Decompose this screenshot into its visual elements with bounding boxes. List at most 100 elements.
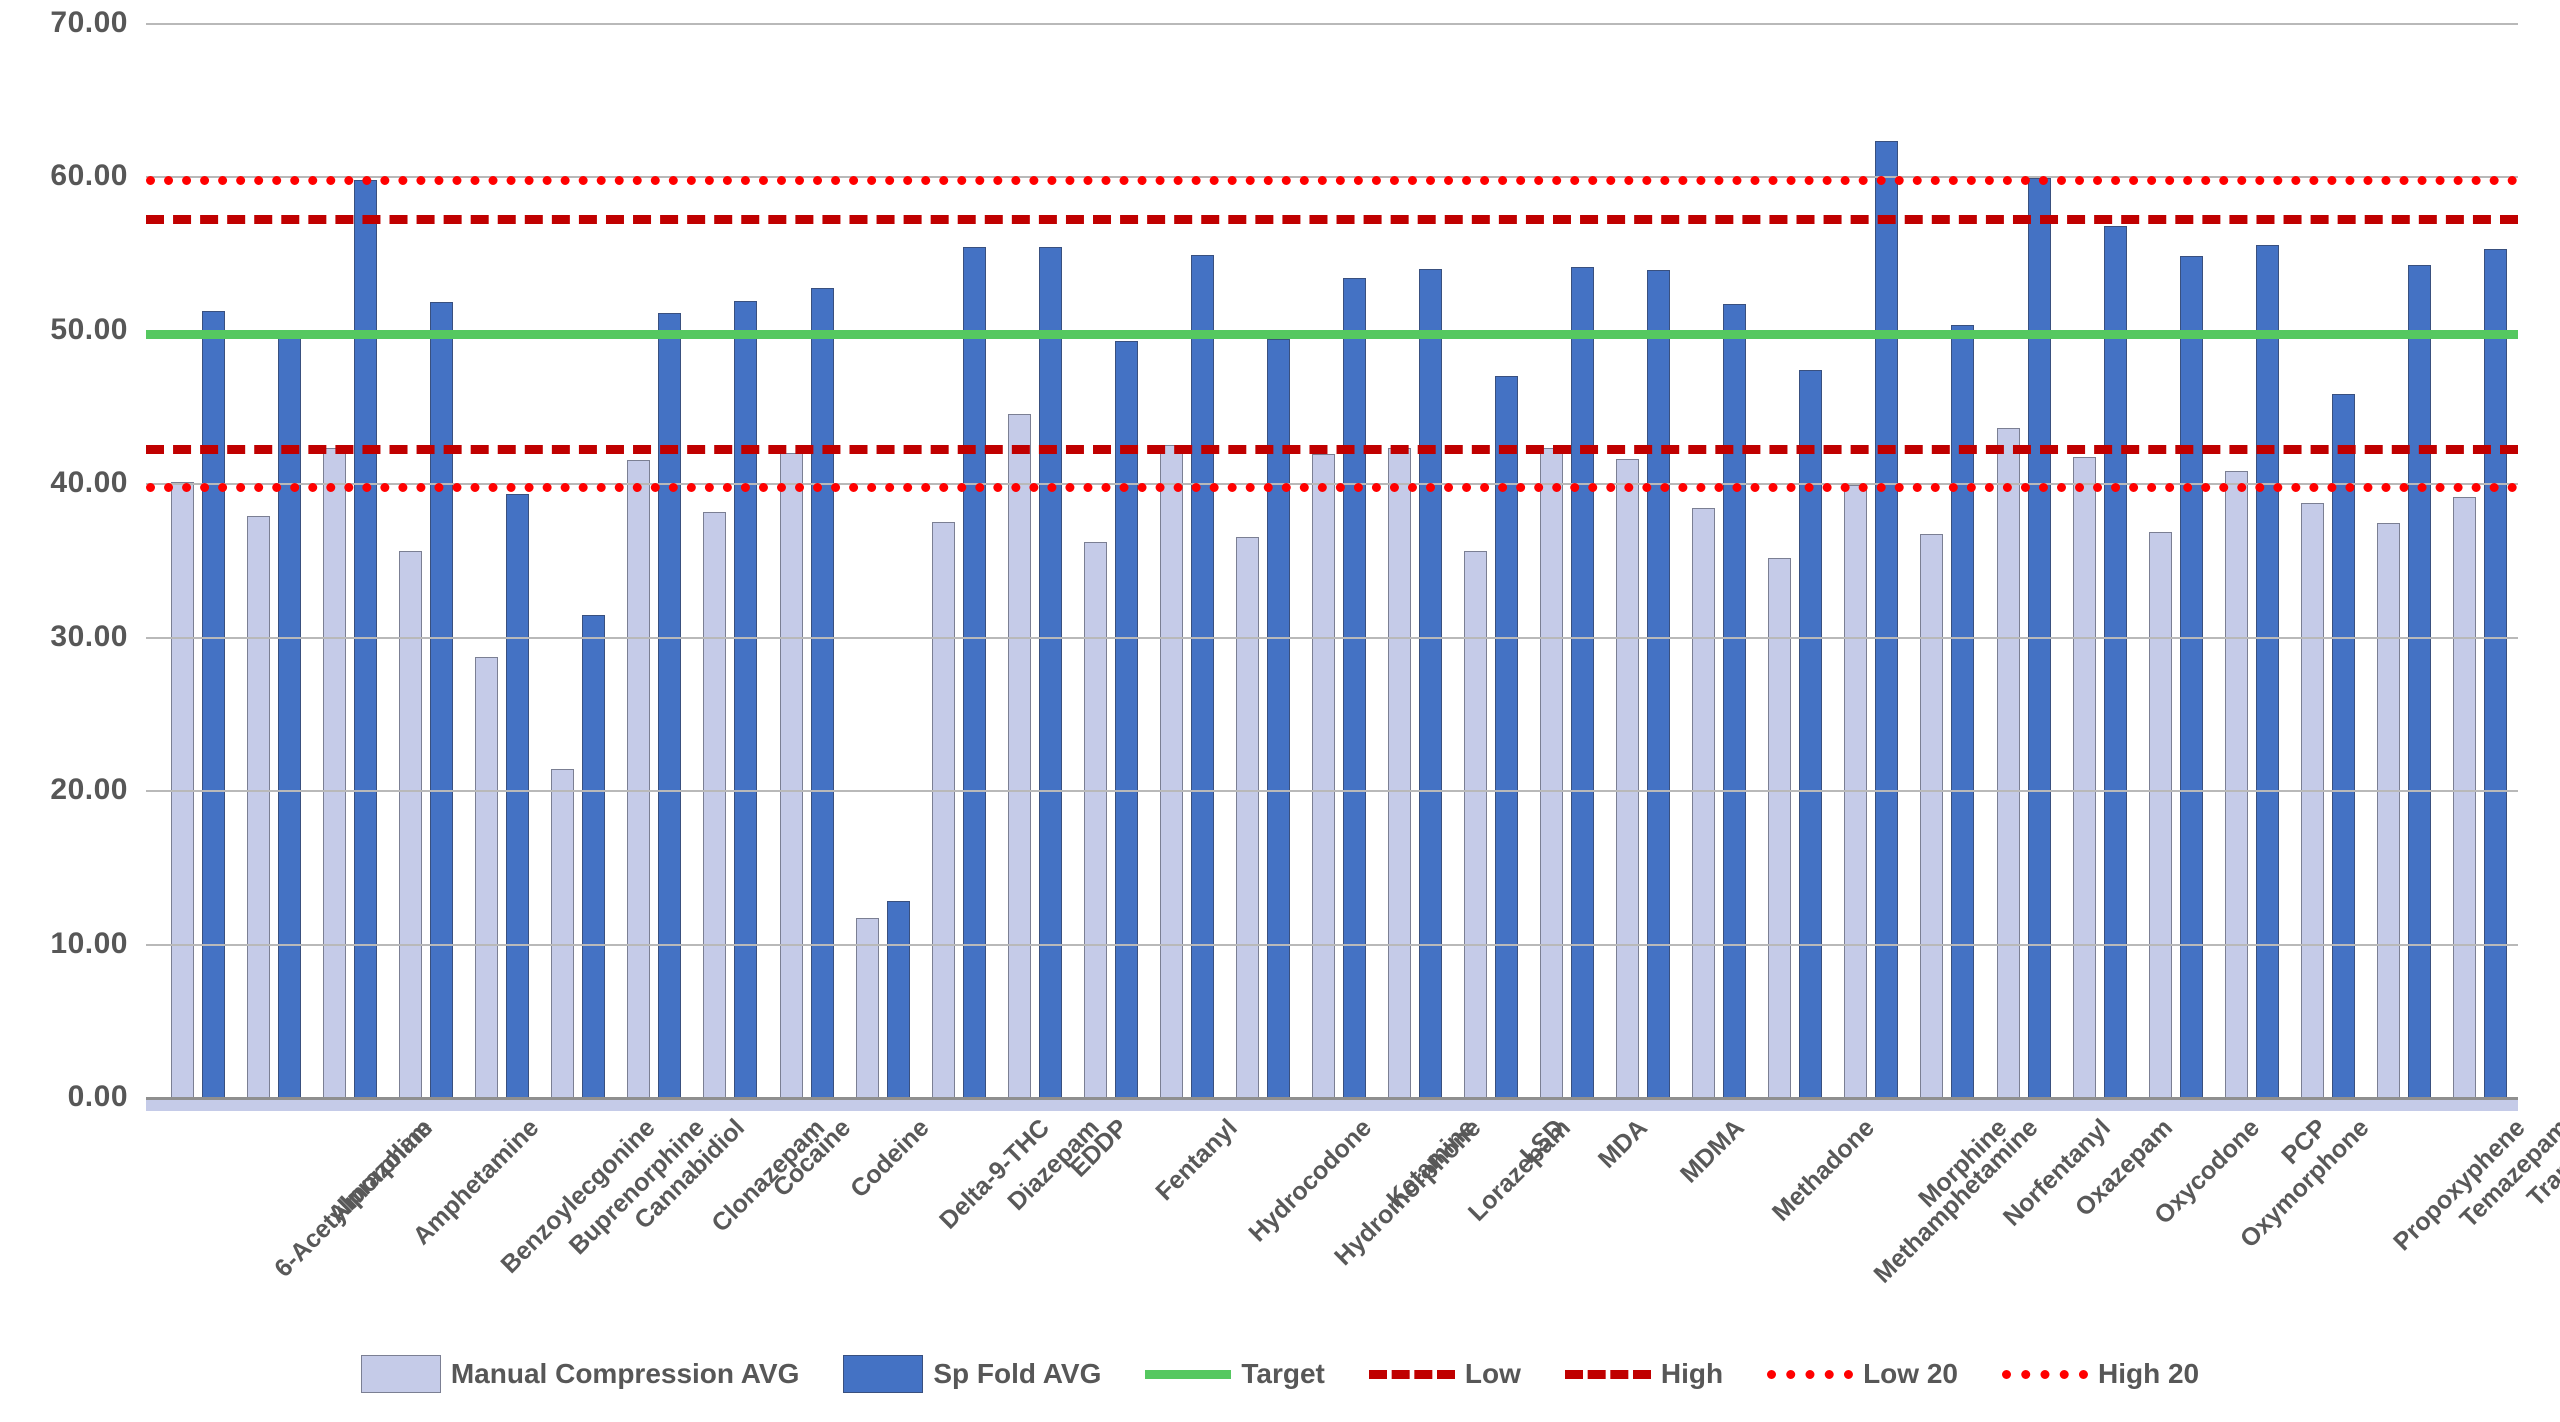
bar-sp-fold-avg[interactable]	[582, 615, 606, 1097]
bar-sp-fold-avg[interactable]	[1723, 303, 1747, 1097]
y-axis-tick-label: 0.00	[67, 1080, 128, 1113]
bar-sp-fold-avg[interactable]	[1875, 141, 1899, 1097]
bar-sp-fold-avg[interactable]	[1266, 339, 1290, 1097]
bar-sp-fold-avg[interactable]	[1114, 340, 1138, 1097]
legend-item[interactable]: High	[1564, 1358, 1723, 1390]
bar-manual-compression-avg[interactable]	[399, 550, 423, 1097]
bar-group	[1149, 23, 1225, 1097]
legend-label: Target	[1241, 1358, 1325, 1389]
bar-manual-compression-avg[interactable]	[171, 481, 195, 1097]
bar-manual-compression-avg[interactable]	[1388, 448, 1412, 1097]
y-axis-tick-label: 30.00	[50, 619, 128, 653]
legend-swatch-manual-compression	[360, 1355, 441, 1393]
bar-manual-compression-avg[interactable]	[323, 448, 347, 1097]
bar-manual-compression-avg[interactable]	[1311, 454, 1335, 1097]
bar-sp-fold-avg[interactable]	[734, 300, 758, 1097]
x-axis-tick-label: Alprazolam	[322, 1113, 438, 1229]
bar-group	[1453, 23, 1529, 1097]
bar-sp-fold-avg[interactable]	[658, 312, 682, 1097]
bar-sp-fold-avg[interactable]	[202, 311, 226, 1097]
bar-sp-fold-avg[interactable]	[810, 288, 834, 1097]
bar-sp-fold-avg[interactable]	[886, 900, 910, 1097]
gridline	[146, 329, 2518, 332]
bar-group	[1225, 23, 1301, 1097]
bar-sp-fold-avg[interactable]	[962, 247, 986, 1097]
bar-sp-fold-avg[interactable]	[278, 334, 302, 1097]
bar-group	[769, 23, 845, 1097]
legend-label: Low 20	[1863, 1358, 1958, 1389]
bar-manual-compression-avg[interactable]	[931, 521, 955, 1097]
bar-manual-compression-avg[interactable]	[1083, 541, 1107, 1097]
x-axis-tick-label: Methadone	[1767, 1113, 1881, 1227]
bar-sp-fold-avg[interactable]	[1951, 325, 1975, 1097]
bar-manual-compression-avg[interactable]	[1996, 428, 2020, 1097]
bar-sp-fold-avg[interactable]	[2331, 394, 2355, 1097]
legend-item[interactable]: Low 20	[1767, 1358, 1958, 1390]
gridline	[146, 790, 2518, 793]
bar-manual-compression-avg[interactable]	[1235, 537, 1259, 1097]
bar-manual-compression-avg[interactable]	[1920, 533, 1944, 1097]
legend-item[interactable]: High 20	[2002, 1358, 2199, 1390]
bar-sp-fold-avg[interactable]	[2179, 256, 2203, 1097]
bar-sp-fold-avg[interactable]	[506, 494, 530, 1097]
legend-item[interactable]: Low	[1368, 1358, 1521, 1390]
bar-group	[540, 23, 616, 1097]
legend-swatch-sp-fold	[843, 1355, 924, 1393]
bar-manual-compression-avg[interactable]	[475, 656, 499, 1097]
bar-manual-compression-avg[interactable]	[2224, 471, 2248, 1097]
bar-sp-fold-avg[interactable]	[1495, 375, 1519, 1097]
bar-manual-compression-avg[interactable]	[1692, 507, 1716, 1097]
legend-item[interactable]: Manual Compression AVG	[360, 1355, 799, 1393]
bar-sp-fold-avg[interactable]	[1571, 266, 1595, 1097]
y-axis-tick-label: 50.00	[50, 312, 128, 346]
chart-legend: Manual Compression AVG Sp Fold AVG Target L…	[0, 1355, 2560, 1393]
bar-manual-compression-avg[interactable]	[1464, 550, 1488, 1097]
bar-group	[464, 23, 540, 1097]
x-axis-tick-label: Codeine	[844, 1113, 935, 1204]
bar-sp-fold-avg[interactable]	[1038, 247, 1062, 1097]
bar-manual-compression-avg[interactable]	[2452, 497, 2476, 1097]
bar-sp-fold-avg[interactable]	[1419, 268, 1443, 1097]
bar-manual-compression-avg[interactable]	[2148, 532, 2172, 1097]
bar-manual-compression-avg[interactable]	[2300, 503, 2324, 1097]
legend-line-target	[1145, 1369, 1232, 1379]
bar-sp-fold-avg[interactable]	[2255, 245, 2279, 1097]
bar-manual-compression-avg[interactable]	[247, 515, 271, 1097]
bar-sp-fold-avg[interactable]	[2483, 248, 2507, 1097]
bar-manual-compression-avg[interactable]	[703, 512, 727, 1097]
bar-manual-compression-avg[interactable]	[1159, 444, 1183, 1097]
gridline	[146, 176, 2518, 179]
bar-sp-fold-avg[interactable]	[430, 302, 454, 1097]
bar-group	[1529, 23, 1605, 1097]
bar-manual-compression-avg[interactable]	[2072, 457, 2096, 1097]
bar-sp-fold-avg[interactable]	[2407, 265, 2431, 1097]
bar-group	[692, 23, 768, 1097]
bar-manual-compression-avg[interactable]	[779, 452, 803, 1097]
y-axis-tick-label: 70.00	[50, 6, 128, 39]
bar-manual-compression-avg[interactable]	[1540, 448, 1564, 1097]
bar-group	[2214, 23, 2290, 1097]
bar-manual-compression-avg[interactable]	[855, 917, 879, 1097]
bar-sp-fold-avg[interactable]	[1647, 270, 1671, 1097]
legend-item[interactable]: Sp Fold AVG	[843, 1355, 1101, 1393]
bar-group	[1073, 23, 1149, 1097]
bar-manual-compression-avg[interactable]	[551, 768, 575, 1097]
bar-sp-fold-avg[interactable]	[1190, 254, 1214, 1097]
bar-sp-fold-avg[interactable]	[1799, 369, 1823, 1097]
bar-group	[2442, 23, 2518, 1097]
legend-line-dashed	[1368, 1369, 1455, 1379]
legend-item[interactable]: Target	[1145, 1358, 1325, 1390]
bar-manual-compression-avg[interactable]	[1616, 458, 1640, 1097]
bar-sp-fold-avg[interactable]	[2103, 225, 2127, 1097]
bar-sp-fold-avg[interactable]	[1342, 277, 1366, 1097]
bar-group	[160, 23, 236, 1097]
bar-manual-compression-avg[interactable]	[1007, 414, 1031, 1097]
x-axis-tick-label: Ketamine	[1381, 1113, 1481, 1214]
gridline	[146, 23, 2518, 25]
bar-manual-compression-avg[interactable]	[1768, 558, 1792, 1097]
plot-area	[146, 23, 2518, 1111]
bar-group	[388, 23, 464, 1097]
bar-manual-compression-avg[interactable]	[627, 460, 651, 1097]
bar-manual-compression-avg[interactable]	[2376, 523, 2400, 1097]
y-axis-tick-label: 20.00	[50, 773, 128, 807]
